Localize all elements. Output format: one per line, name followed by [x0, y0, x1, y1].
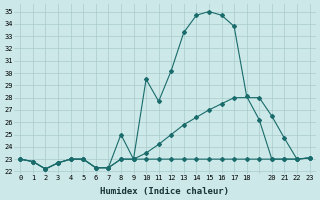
X-axis label: Humidex (Indice chaleur): Humidex (Indice chaleur) [100, 187, 229, 196]
